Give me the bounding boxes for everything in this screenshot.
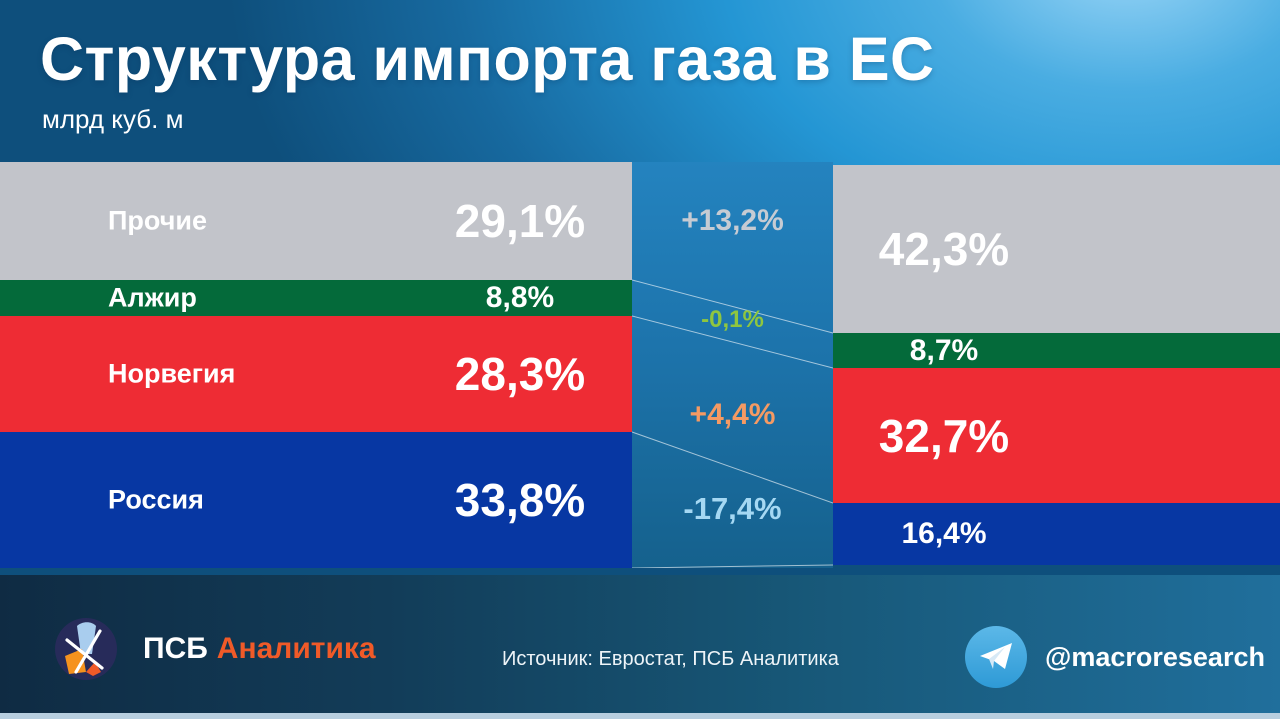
brand-logo: ПСБ Аналитика xyxy=(55,610,376,688)
change-label-rossiya: -17,4% xyxy=(683,491,782,526)
units-label: млрд куб. м xyxy=(42,104,184,134)
value-label: 8,7% xyxy=(909,333,979,367)
telegram-link[interactable]: @macroresearch xyxy=(965,626,1265,688)
value-label: 16,4% xyxy=(901,517,987,550)
value-label: 29,1% xyxy=(454,195,586,247)
bottom-accent-strip xyxy=(0,713,1280,719)
value-label: 28,3% xyxy=(454,348,586,400)
paper-plane-icon xyxy=(980,643,1012,669)
brand-name-secondary: Аналитика xyxy=(216,632,376,665)
segment-right-prochie: 42,3% xyxy=(833,165,1280,333)
value-label: 8,8% xyxy=(485,281,555,314)
footer: ПСБ Аналитика Источник: Евростат, ПСБ Ана… xyxy=(0,575,1280,713)
segment-right-alzhir: 8,7% xyxy=(833,333,1280,368)
stacked-bar-right: 42,3% 8,7% 32,7% 16,4% xyxy=(833,165,1280,565)
segment-left-alzhir: Алжир 8,8% xyxy=(0,280,632,316)
value-label: 33,8% xyxy=(454,474,586,526)
telegram-icon xyxy=(965,626,1027,688)
segment-right-norvegia: 32,7% xyxy=(833,368,1280,503)
page-title: Структура импорта газа в ЕС xyxy=(40,25,935,93)
psb-logo-icon xyxy=(55,618,117,680)
value-label: 42,3% xyxy=(878,223,1010,275)
stacked-bar-left: Прочие 29,1% Алжир 8,8% Норвегия 28,3% Р… xyxy=(0,162,632,568)
segment-left-rossiya: Россия 33,8% xyxy=(0,432,632,568)
brand-name-primary: ПСБ xyxy=(143,632,208,665)
connector-lines xyxy=(632,279,833,568)
segment-left-prochie: Прочие 29,1% xyxy=(0,162,632,280)
change-label-alzhir: -0,1% xyxy=(701,306,764,333)
change-connector-column: +13,2% -0,1% +4,4% -17,4% xyxy=(632,162,833,568)
category-label: Норвегия xyxy=(108,358,236,389)
header: Структура импорта газа в ЕС млрд куб. м xyxy=(40,24,935,135)
telegram-handle[interactable]: @macroresearch xyxy=(1045,641,1265,672)
category-label: Прочие xyxy=(108,205,208,236)
segment-right-rossiya: 16,4% xyxy=(833,503,1280,565)
category-label: Алжир xyxy=(108,282,197,313)
category-label: Россия xyxy=(108,484,204,515)
change-label-prochie: +13,2% xyxy=(681,204,784,237)
source-note: Источник: Евростат, ПСБ Аналитика xyxy=(502,648,839,670)
change-label-norvegia: +4,4% xyxy=(689,398,776,431)
value-label: 32,7% xyxy=(878,409,1010,462)
segment-left-norvegia: Норвегия 28,3% xyxy=(0,316,632,432)
brand-name: ПСБ Аналитика xyxy=(143,632,376,666)
